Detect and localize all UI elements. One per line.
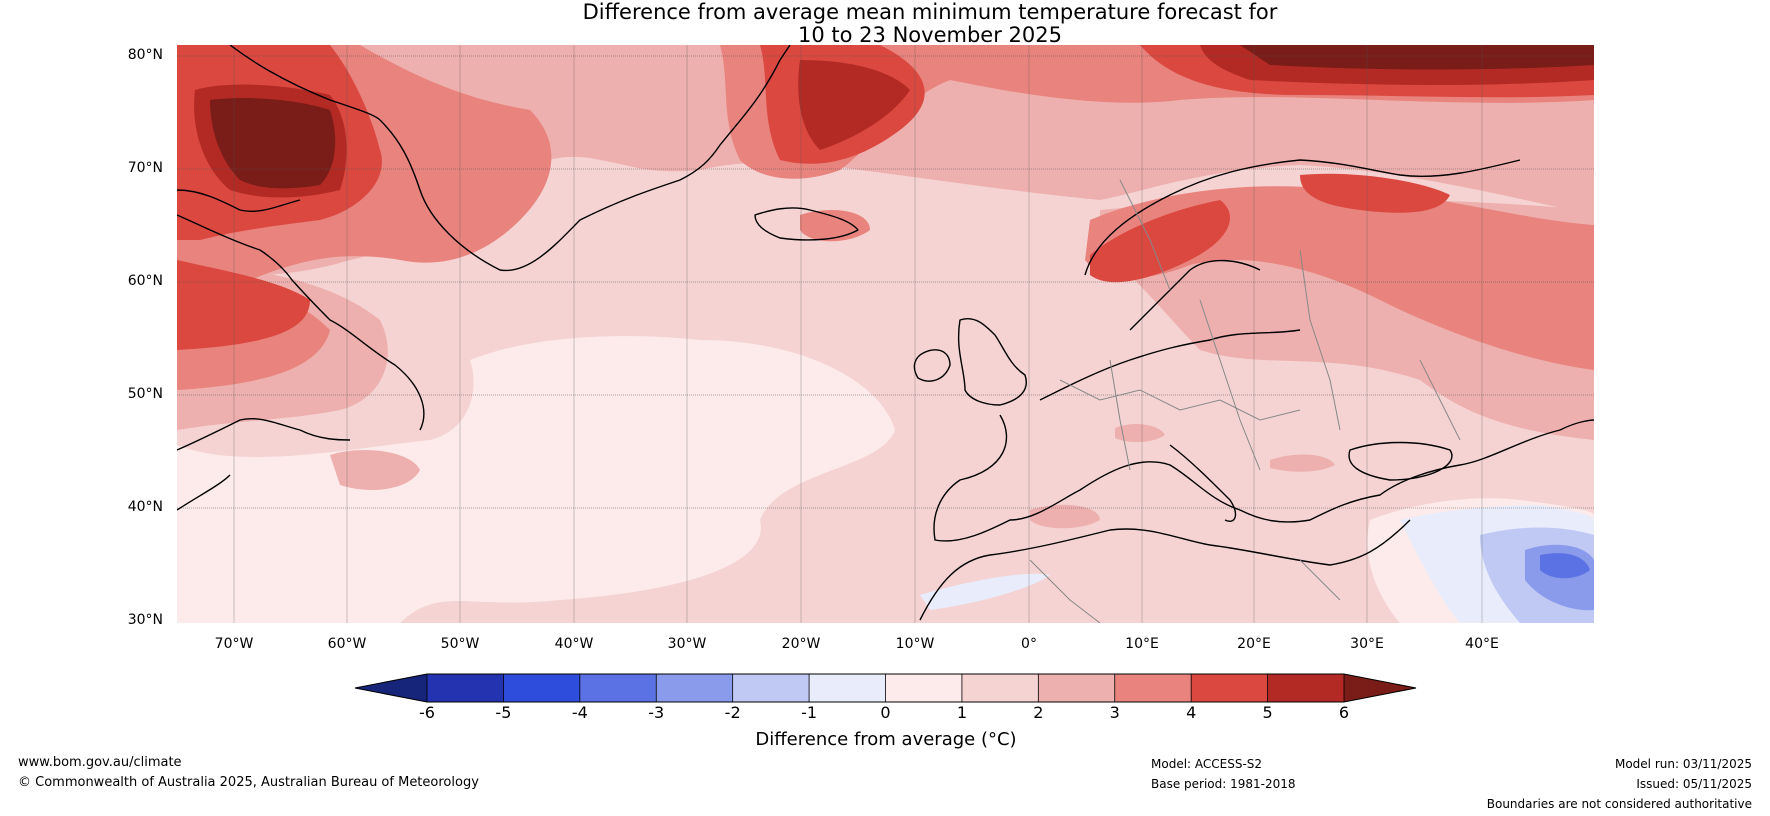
coast-new-england [177,474,231,511]
coast-scandinavia [1084,159,1521,276]
colorbar-bin [809,674,886,702]
lon-label-30w: 30°W [667,636,707,652]
coast-greenland-north [229,45,381,121]
map-title: Difference from average mean minimum tem… [465,0,1395,46]
lat-label-70n: 70°N [127,160,163,176]
anomaly-2-3-balkans [1270,454,1335,472]
anomaly-5-6-east-greenland [798,60,910,150]
colorbar-bin [732,674,810,702]
colorbar-bin [503,674,581,702]
coast-ireland [913,349,951,382]
colorbar-bin [656,674,734,702]
anomaly-4-5-norway [1090,200,1230,283]
colorbar-extend-min [355,674,427,702]
colorbar-tick-label: 0 [880,703,891,722]
anomaly-2-3-alps [1115,424,1165,443]
coastlines [177,45,1594,621]
anomaly-2-3-pocket [330,450,420,490]
coast-baltic [1129,259,1261,331]
lon-label-30e: 30°E [1350,636,1384,652]
coast-europe-south [933,414,1594,542]
colorbar-tick-label: -6 [419,703,435,722]
coast-north-africa [919,519,1411,621]
lat-label-40n: 40°N [127,499,163,515]
colorbar-tick-label: -3 [648,703,665,722]
coast-greenland [379,45,791,272]
anomaly-2-3-north [177,45,1594,276]
colorbar-bin [961,674,1039,702]
coast-baffin [177,189,301,212]
lon-label-10w: 10°W [895,636,935,652]
colorbar-tick-label: -5 [495,703,512,722]
coast-europe-north [1039,329,1301,401]
lon-label-40w: 40°W [554,636,594,652]
colorbar-bin [1191,674,1269,702]
lat-label-50n: 50°N [127,386,163,402]
anomaly-minus1-0-africa [920,573,1050,610]
colorbar-bin [427,674,504,702]
lon-label-60w: 60°W [327,636,367,652]
lon-label-70w: 70°W [214,636,254,652]
lon-label-40e: 40°E [1465,636,1499,652]
anomaly-above-6-arctic [1240,45,1594,70]
colorbar-bin [885,674,963,702]
colorbar-tick-label: 5 [1262,703,1273,722]
footer-disclaimer: Boundaries are not considered authoritat… [1486,797,1752,811]
anomaly-2-3-algeria [1030,504,1100,529]
lon-label-20w: 20°W [781,636,821,652]
colorbar-tick-label: -4 [571,703,588,722]
lat-label-60n: 60°N [127,273,163,289]
coast-labrador [177,214,425,431]
colorbar-tick-label: -2 [724,703,741,722]
colorbar-tick-label: 4 [1186,703,1197,722]
country-borders [1029,179,1461,623]
coast-italy [1169,444,1237,522]
colorbar-tick-label: -1 [801,703,818,722]
coast-iceland [754,207,859,241]
colorbar-bin [1267,674,1345,702]
lat-label-30n: 30°N [127,612,163,628]
footer-model-run: Model run: 03/11/2025 [1614,757,1752,771]
colorbar-tick-label: 1 [956,703,967,722]
anomaly-above-6-greenland [210,98,336,189]
colorbar-bin [1038,674,1116,702]
colorbar-tick-label: 6 [1338,703,1350,722]
colorbar [354,673,1417,703]
lon-label-50w: 50°W [440,636,480,652]
colorbar-label: Difference from average (°C) [755,729,1017,750]
temperature-anomaly-field [177,45,1594,623]
colorbar-tick-label: 2 [1033,703,1044,722]
lon-label-20e: 20°E [1237,636,1271,652]
title-line-1: Difference from average mean minimum tem… [582,0,1278,24]
footer-copyright: © Commonwealth of Australia 2025, Austra… [18,775,479,790]
footer-base-period: Base period: 1981-2018 [1151,777,1296,791]
footer-website: www.bom.gov.au/climate [18,755,182,770]
colorbar-extend-max [1344,674,1416,702]
coast-newfoundland [177,418,351,451]
anomaly-3-4-iceland [800,210,870,242]
coast-black-sea [1348,441,1453,481]
colorbar-bin [1114,674,1192,702]
lon-label-10e: 10°E [1125,636,1159,652]
anomaly-0-1-atlantic [177,336,895,623]
meridians [233,45,1483,623]
lon-label-0: 0° [1021,636,1037,652]
footer-issued: Issued: 05/11/2025 [1636,777,1752,791]
colorbar-bin [579,674,657,702]
lat-label-80n: 80°N [127,47,163,63]
anomaly-4-5-finland [1300,173,1450,213]
title-line-2: 10 to 23 November 2025 [798,23,1062,47]
footer-model: Model: ACCESS-S2 [1151,757,1263,771]
graticule [177,55,1594,509]
anomaly-minus4-minus3 [1540,553,1590,579]
colorbar-tick-label: 3 [1109,703,1120,722]
coast-great-britain [957,318,1027,406]
anomaly-4-5-labrador [177,260,310,350]
